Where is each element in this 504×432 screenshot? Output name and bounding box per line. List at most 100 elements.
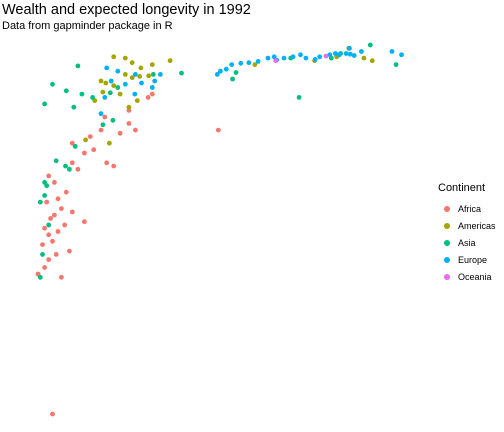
point-asia xyxy=(296,95,302,100)
point-asia xyxy=(79,91,85,97)
point-europe xyxy=(389,49,395,54)
point-africa xyxy=(53,252,59,257)
point-europe xyxy=(271,54,277,60)
point-europe xyxy=(327,52,333,58)
point-europe xyxy=(152,78,158,84)
point-africa xyxy=(69,209,75,215)
point-europe xyxy=(139,80,144,86)
point-africa xyxy=(215,127,221,133)
point-asia xyxy=(37,274,43,280)
legend-label: Oceania xyxy=(458,271,492,282)
point-oceania xyxy=(323,53,329,59)
point-africa xyxy=(46,232,52,238)
point-americas xyxy=(129,60,135,66)
legend-swatch xyxy=(444,205,450,212)
point-europe xyxy=(108,78,114,84)
point-africa xyxy=(91,147,97,153)
point-europe xyxy=(98,111,104,117)
point-asia xyxy=(179,70,184,76)
legend-swatch xyxy=(444,239,450,246)
point-americas xyxy=(129,75,135,81)
point-asia xyxy=(72,144,78,149)
point-europe xyxy=(347,51,353,57)
legend-label: Americas xyxy=(458,220,496,231)
point-africa xyxy=(63,189,69,195)
point-africa xyxy=(40,242,45,248)
point-africa xyxy=(82,219,87,225)
point-africa xyxy=(69,160,75,166)
point-africa xyxy=(42,265,47,270)
point-europe xyxy=(347,45,352,51)
point-africa xyxy=(67,248,72,254)
point-americas xyxy=(111,83,117,88)
point-africa xyxy=(62,222,68,228)
point-africa xyxy=(87,134,93,140)
point-asia xyxy=(50,81,55,87)
point-africa xyxy=(46,173,52,179)
point-europe xyxy=(229,62,235,67)
point-africa xyxy=(111,163,117,169)
point-africa xyxy=(149,91,155,97)
point-americas xyxy=(100,89,106,95)
point-europe xyxy=(158,72,163,77)
legend-item-asia: Asia xyxy=(438,234,496,251)
point-europe xyxy=(238,60,244,66)
point-europe xyxy=(218,68,223,74)
point-asia xyxy=(40,252,45,257)
point-africa xyxy=(52,180,57,185)
point-europe xyxy=(255,59,261,64)
point-asia xyxy=(63,88,69,94)
point-oceania xyxy=(273,58,279,64)
point-asia xyxy=(46,222,52,228)
point-asia xyxy=(42,101,47,107)
point-europe xyxy=(132,91,138,97)
legend-label: Europe xyxy=(458,254,488,265)
point-africa xyxy=(117,130,123,136)
point-asia xyxy=(150,72,156,77)
point-asia xyxy=(230,76,236,82)
point-asia xyxy=(71,104,77,110)
point-africa xyxy=(50,238,55,244)
point-europe xyxy=(223,66,229,72)
point-europe xyxy=(102,95,108,100)
chart-subtitle: Data from gapminder package in R xyxy=(2,20,173,32)
point-africa xyxy=(52,212,57,218)
point-asia xyxy=(67,166,72,172)
point-europe xyxy=(290,54,296,60)
legend-item-europe: Europe xyxy=(438,251,496,268)
point-africa xyxy=(145,95,151,100)
point-europe xyxy=(303,55,309,61)
point-americas xyxy=(107,140,112,146)
chart-title: Wealth and expected longevity in 1992 xyxy=(2,2,251,18)
point-asia xyxy=(107,90,113,96)
point-europe xyxy=(149,85,155,90)
point-europe xyxy=(246,60,252,66)
point-americas xyxy=(149,62,155,67)
point-americas xyxy=(122,55,128,61)
point-europe xyxy=(104,65,110,71)
point-americas xyxy=(167,58,173,64)
legend: Continent Africa Americas Asia Europe Oc… xyxy=(438,182,496,285)
point-americas xyxy=(134,98,140,103)
point-africa xyxy=(126,121,132,126)
legend-label: Asia xyxy=(458,237,476,248)
point-americas xyxy=(117,91,123,97)
point-europe xyxy=(281,55,287,61)
point-europe xyxy=(133,72,138,77)
legend-swatch xyxy=(444,222,450,229)
point-americas xyxy=(138,65,144,71)
point-europe xyxy=(298,52,303,58)
point-africa xyxy=(75,166,81,172)
point-asia xyxy=(90,95,95,100)
point-americas xyxy=(361,55,367,61)
point-europe xyxy=(312,57,318,62)
point-americas xyxy=(83,137,88,143)
point-europe xyxy=(343,51,349,56)
point-asia xyxy=(42,193,47,198)
point-europe xyxy=(351,53,357,58)
point-americas xyxy=(126,104,132,110)
point-africa xyxy=(44,199,50,205)
point-europe xyxy=(265,55,271,61)
point-americas xyxy=(137,74,143,79)
